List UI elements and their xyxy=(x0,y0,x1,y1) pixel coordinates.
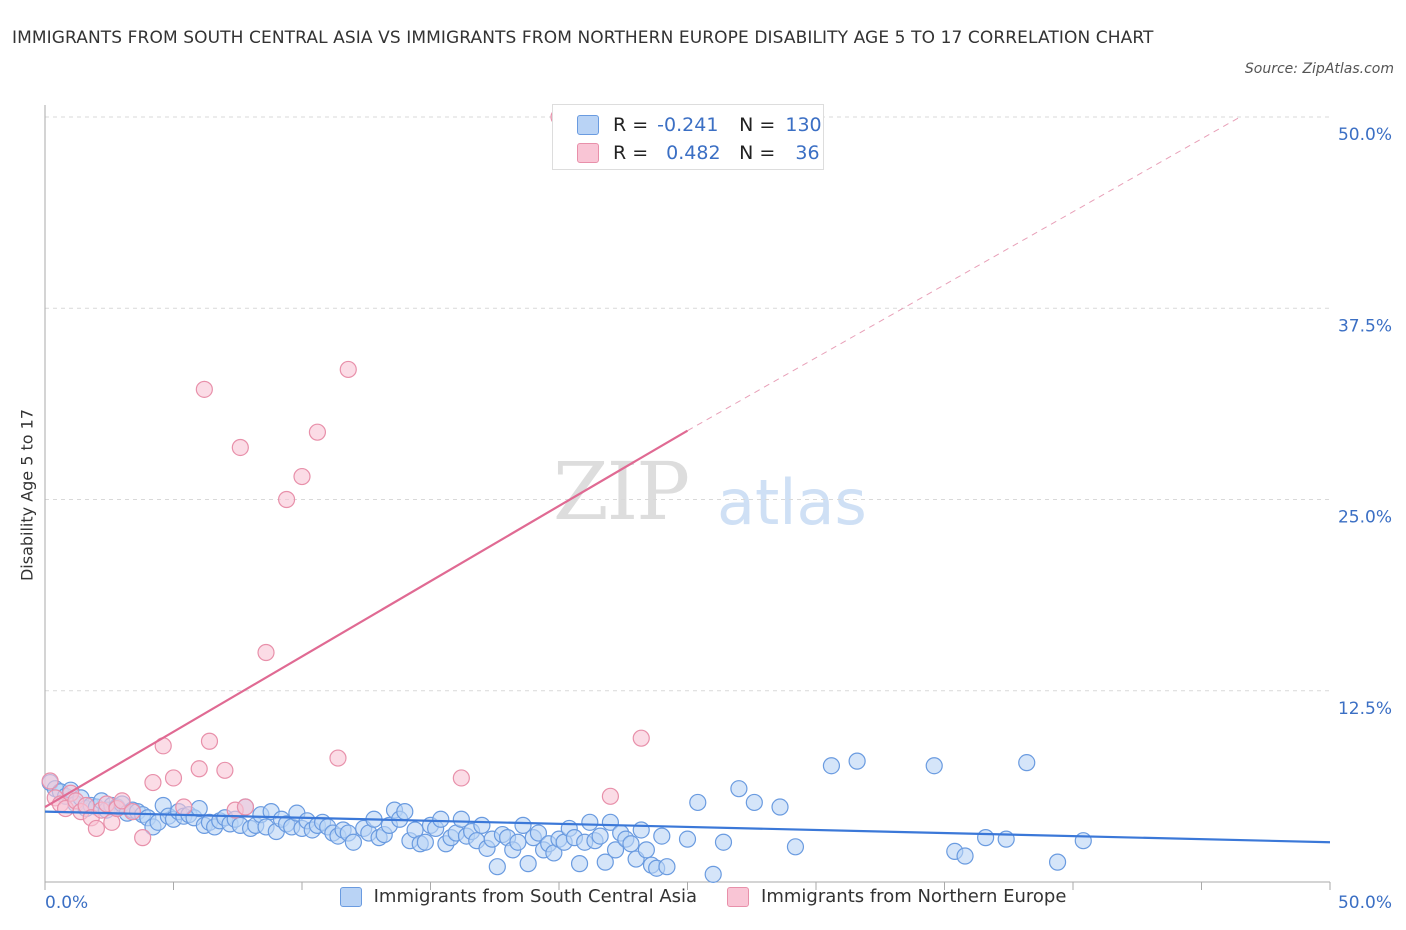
blue-data-point xyxy=(509,833,527,851)
blue-data-point xyxy=(591,827,609,845)
pink-data-point xyxy=(123,803,141,821)
blue-r-value: -0.241 xyxy=(657,114,719,136)
pink-data-point xyxy=(293,467,311,486)
pink-data-point xyxy=(632,729,650,747)
blue-data-point xyxy=(956,847,974,865)
blue-data-point xyxy=(606,841,625,859)
legend-item-pink[interactable]: Immigrants from Northern Europe xyxy=(727,886,1066,907)
pink-data-point xyxy=(601,787,620,805)
blue-data-point xyxy=(529,824,548,842)
n-label: N = xyxy=(739,114,776,136)
watermark-atlas: atlas xyxy=(717,466,867,539)
r-label: R = xyxy=(613,142,649,164)
source-label: Source: ZipAtlas.com xyxy=(1244,61,1394,77)
blue-data-point xyxy=(658,858,676,876)
blue-data-point xyxy=(678,830,697,848)
legend-item-blue[interactable]: Immigrants from South Central Asia xyxy=(339,886,698,907)
blue-data-point xyxy=(596,853,614,871)
blue-data-point xyxy=(601,813,620,831)
pink-data-point xyxy=(144,773,162,792)
pink-data-point xyxy=(277,490,296,509)
pink-data-point xyxy=(200,732,219,750)
blue-data-point xyxy=(570,855,589,873)
pink-n-value: 36 xyxy=(795,142,820,164)
blue-data-point xyxy=(514,816,532,834)
x-tick-label: 0.0% xyxy=(45,893,88,913)
blue-data-point xyxy=(1074,832,1092,850)
pink-trend-extension xyxy=(687,116,1241,432)
blue-data-point xyxy=(488,858,506,876)
blue-data-point xyxy=(452,810,470,828)
pink-data-point xyxy=(134,829,152,847)
blue-data-point xyxy=(704,865,722,883)
blue-data-point xyxy=(632,821,650,839)
watermark-zip: ZIP xyxy=(553,445,690,538)
blue-data-point xyxy=(519,855,537,873)
pink-data-point xyxy=(452,769,470,787)
pink-r-value: 0.482 xyxy=(666,142,721,164)
x-tick-label: 50.0% xyxy=(1338,893,1392,913)
chart-title: IMMIGRANTS FROM SOUTH CENTRAL ASIA VS IM… xyxy=(12,28,1154,48)
pink-data-point xyxy=(308,423,327,441)
pink-data-point xyxy=(339,360,357,379)
blue-data-point xyxy=(622,835,640,853)
y-tick-label: 37.5% xyxy=(1338,316,1392,336)
blue-data-point xyxy=(822,757,841,775)
legend: Immigrants from South Central Asia Immig… xyxy=(0,886,1406,907)
pink-data-point xyxy=(164,769,183,787)
blue-n-value: 130 xyxy=(785,114,822,136)
n-label: N = xyxy=(739,142,776,164)
blue-data-point xyxy=(771,798,789,816)
blue-trend-line xyxy=(44,810,1331,844)
blue-data-point xyxy=(581,813,599,831)
pink-data-point xyxy=(329,749,347,767)
blue-data-point xyxy=(653,827,671,845)
legend-blue-label: Immigrants from South Central Asia xyxy=(373,886,698,907)
blue-data-point xyxy=(473,816,491,834)
blue-data-point xyxy=(730,780,748,798)
blue-data-point xyxy=(432,810,450,828)
blue-data-point xyxy=(714,833,733,851)
blue-data-point xyxy=(416,833,434,851)
pink-data-point xyxy=(257,643,275,662)
blue-data-point xyxy=(689,793,707,812)
y-tick-label: 25.0% xyxy=(1338,508,1392,528)
y-tick-label: 50.0% xyxy=(1338,125,1392,145)
pink-swatch-icon xyxy=(577,143,599,163)
pink-data-point xyxy=(41,772,59,790)
blue-data-point xyxy=(977,829,995,847)
blue-swatch-icon xyxy=(577,115,599,135)
pink-data-point xyxy=(195,380,213,398)
pink-data-point xyxy=(190,760,208,778)
blue-data-point xyxy=(1048,853,1067,871)
pink-data-point xyxy=(113,792,131,810)
legend-pink-label: Immigrants from Northern Europe xyxy=(761,886,1067,907)
pink-data-point xyxy=(236,798,255,816)
stats-row-blue: R = -0.241 N = 130 xyxy=(577,112,822,138)
blue-data-point xyxy=(396,803,414,821)
blue-data-point xyxy=(786,838,805,856)
pink-trend-line xyxy=(44,429,689,808)
r-label: R = xyxy=(613,114,649,136)
stats-box: R = -0.241 N = 130 R = 0.482 N = 36 xyxy=(552,104,824,170)
legend-pink-swatch-icon xyxy=(727,886,750,907)
stats-row-pink: R = 0.482 N = 36 xyxy=(577,140,820,166)
y-tick-label: 12.5% xyxy=(1338,699,1392,719)
pink-data-point xyxy=(87,819,106,838)
blue-data-point xyxy=(637,841,655,859)
blue-data-point xyxy=(925,757,943,775)
pink-data-point xyxy=(216,761,234,779)
legend-blue-swatch-icon xyxy=(339,886,362,907)
pink-data-point xyxy=(231,438,249,457)
blue-data-point xyxy=(1018,754,1036,772)
blue-data-point xyxy=(848,752,866,770)
pink-data-point xyxy=(175,798,193,816)
blue-data-point xyxy=(344,833,362,851)
blue-data-point xyxy=(745,793,763,812)
